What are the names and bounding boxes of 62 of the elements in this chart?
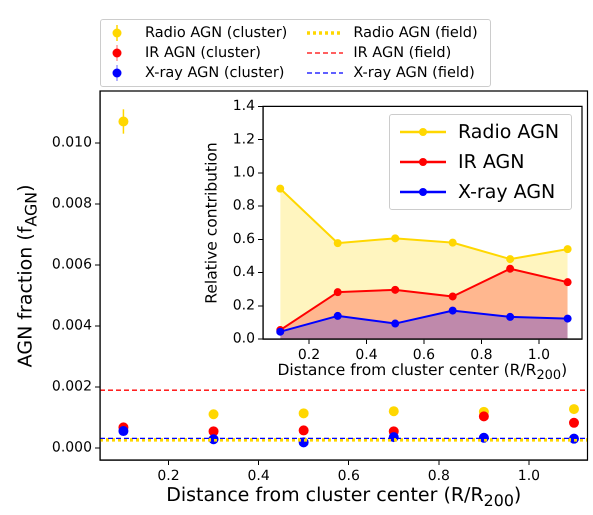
x-axis-title: Distance from cluster center (R/R$_{200}$) <box>166 484 522 510</box>
y-tick-label: 1.2 <box>232 131 255 148</box>
point <box>448 292 457 300</box>
point <box>118 116 128 126</box>
point <box>391 286 400 294</box>
point <box>118 426 128 436</box>
legend-label: Radio AGN (cluster) <box>145 25 288 41</box>
point <box>298 408 309 418</box>
x-tick-label: 0.8 <box>470 347 493 364</box>
y-tick-label: 0.010 <box>52 134 92 150</box>
y-tick-label: 0.0 <box>232 330 255 347</box>
point <box>564 278 572 286</box>
point <box>564 245 572 254</box>
x-tick-label: 0.2 <box>298 347 320 364</box>
y-tick-label: 0.8 <box>232 198 255 214</box>
x-axis-title: Distance from cluster center (R/R$_{200}$) <box>278 361 568 384</box>
y-tick-label: 0.6 <box>232 230 256 247</box>
legend-label: X-ray AGN (field) <box>353 65 475 81</box>
point <box>334 288 342 296</box>
y-axis-title: Relative contribution <box>202 142 220 304</box>
y-tick-label: 0.002 <box>52 378 92 394</box>
point <box>208 426 219 436</box>
y-tick-label: 0.008 <box>52 195 92 212</box>
point <box>208 409 219 420</box>
x-tick-label: 1.0 <box>518 468 540 484</box>
x-tick-label: 1.0 <box>528 347 550 364</box>
legend-label: IR AGN <box>458 151 524 174</box>
point <box>334 239 342 248</box>
y-tick-label: 0.4 <box>232 264 256 280</box>
y-tick-label: 0.004 <box>52 317 92 334</box>
legend-label: X-ray AGN (cluster) <box>145 65 284 81</box>
x-tick-label: 0.2 <box>157 468 180 484</box>
legend-label: IR AGN (cluster) <box>145 45 261 61</box>
point <box>568 418 579 428</box>
point <box>478 411 489 422</box>
x-tick-label: 0.8 <box>428 468 450 484</box>
point <box>564 314 572 323</box>
legend-label: IR AGN (field) <box>353 45 452 61</box>
point <box>448 306 457 315</box>
point <box>506 264 514 273</box>
point <box>391 234 400 242</box>
legend-label: X-ray AGN <box>458 181 556 204</box>
y-tick-label: 0.000 <box>52 439 92 456</box>
point <box>334 312 342 320</box>
x-tick-label: 0.6 <box>412 347 436 364</box>
point <box>506 312 514 321</box>
point <box>448 238 457 247</box>
y-tick-label: 1.0 <box>232 164 255 180</box>
y-tick-label: 0.2 <box>232 297 255 314</box>
x-tick-label: 0.4 <box>355 347 378 364</box>
point <box>568 404 579 414</box>
y-tick-label: 0.006 <box>52 256 92 272</box>
point <box>298 425 309 436</box>
y-tick-label: 1.4 <box>232 98 256 114</box>
point <box>391 320 400 328</box>
legend-label: Radio AGN <box>458 121 560 144</box>
legend-label: Radio AGN (field) <box>353 25 478 41</box>
x-tick-label: 0.4 <box>247 468 270 484</box>
point <box>388 406 399 416</box>
point <box>276 184 284 193</box>
point <box>506 255 514 264</box>
x-tick-label: 0.6 <box>338 468 360 484</box>
